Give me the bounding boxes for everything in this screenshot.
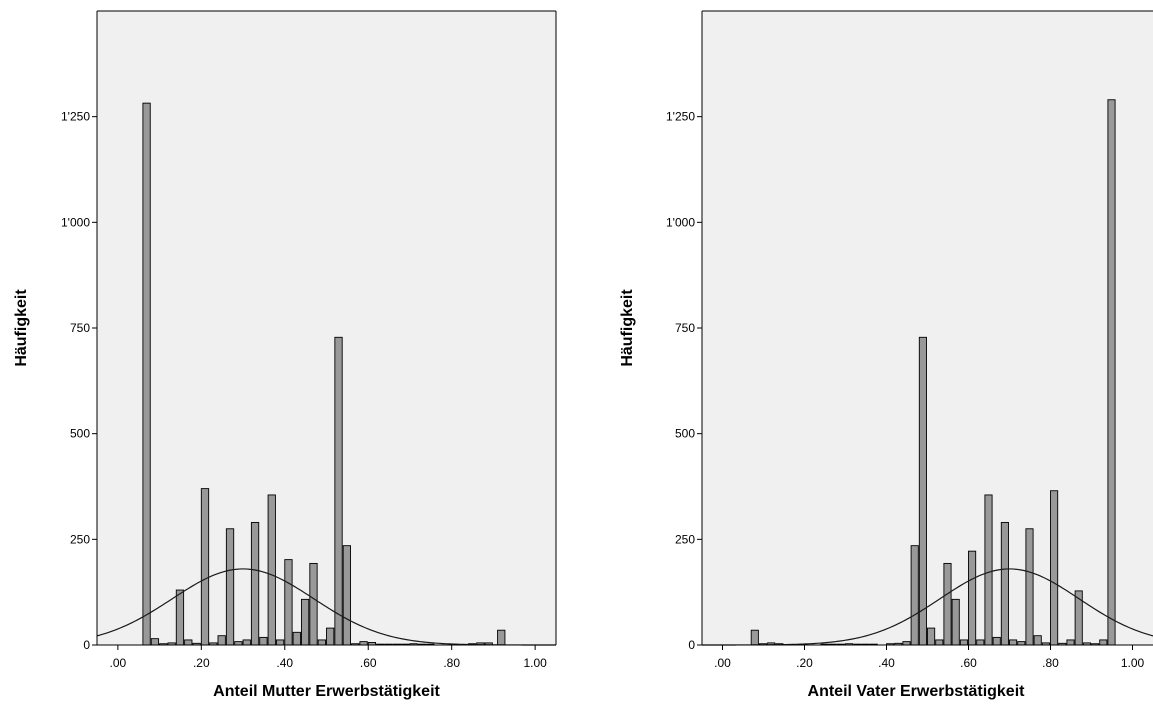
histogram-bar [750,629,759,646]
histogram-bar [142,102,151,646]
y-tick-label: 250 [70,532,90,546]
histogram-bar [326,627,335,646]
histogram-bar [309,562,318,646]
y-tick-label: 1'250 [61,110,90,124]
histogram-bar [242,639,251,646]
histogram-bar [301,598,310,646]
plot-area [702,11,1153,645]
histogram-bar [292,631,301,646]
plot-area [97,11,556,645]
histogram-bar [334,336,343,646]
y-tick-label: 1'250 [666,110,695,124]
histogram-bar [992,636,1001,646]
y-tick-label: 1'000 [61,215,90,229]
histogram-bar [175,589,185,646]
x-tick-label: 1.00 [1121,656,1145,670]
y-tick-label: 0 [688,638,695,652]
histogram-bar [234,641,243,646]
histogram-bar [217,635,226,646]
histogram-bar [1017,641,1026,646]
histogram-bar [1000,521,1009,646]
x-tick-label: .00 [110,656,127,670]
histogram-bar [910,545,919,646]
histogram-bar [150,638,160,646]
x-tick-label: .40 [878,656,895,670]
y-tick-label: 0 [83,638,90,652]
histogram-bar [968,550,977,646]
histogram-bar [342,545,351,646]
histogram-bar [184,639,193,646]
x-tick-label: .80 [443,656,460,670]
histogram-bar [359,641,368,646]
x-tick-label: .20 [193,656,210,670]
histogram-bar [1009,639,1018,646]
y-tick-label: 500 [70,427,90,441]
y-tick-label: 1'000 [666,215,695,229]
y-axis-title: Häufigkeit [13,289,30,367]
chart-panel-mutter: 0 250 500 750 1'000 1'250 .00 .20 .40 .60 .80 1.00 A… [13,10,557,700]
histogram-bar [951,598,960,646]
histogram-bar [1050,490,1059,646]
histogram-bar [927,627,936,646]
histogram-bar [1066,639,1075,646]
x-tick-label: .60 [360,656,377,670]
histogram-bar [1099,639,1108,646]
x-tick-label: .80 [1042,656,1059,670]
histogram-bar [250,521,260,646]
x-tick-label: .20 [796,656,813,670]
histogram-bar [918,336,927,646]
histogram-bar [984,494,993,646]
histogram-bar [976,639,985,646]
x-tick-label: .60 [960,656,977,670]
y-tick-label: 250 [675,532,695,546]
histogram-bar [1033,635,1042,646]
histogram-bar [317,639,326,646]
histogram-bar [284,559,293,646]
histogram-bar [225,528,235,646]
histogram-bar [902,641,911,646]
x-axis-title: Anteil Vater Erwerbstätigkeit [808,683,1026,700]
histogram-bar [943,562,952,646]
histogram-bar [1025,528,1034,646]
histogram-bar [259,636,268,646]
x-tick-label: .40 [276,656,293,670]
y-axis-title: Häufigkeit [619,289,636,367]
y-tick-label: 500 [675,427,695,441]
histogram-bar [497,629,506,646]
histogram-bar [275,639,285,646]
y-tick-label: 750 [70,321,90,335]
x-tick-label: .00 [714,656,731,670]
x-tick-label: 1.00 [523,656,547,670]
chart-panel-vater: 0 250 500 750 1'000 1'250 .00 .20 .40 .60 .80 1.00 A… [619,10,1153,700]
x-axis-title: Anteil Mutter Erwerbstätigkeit [213,683,440,700]
histogram-bar [267,494,276,646]
y-tick-label: 750 [675,321,695,335]
histogram-bar [1107,99,1116,646]
histogram-bar [200,488,210,646]
histogram-bar [959,639,968,646]
histogram-bar [935,639,944,646]
